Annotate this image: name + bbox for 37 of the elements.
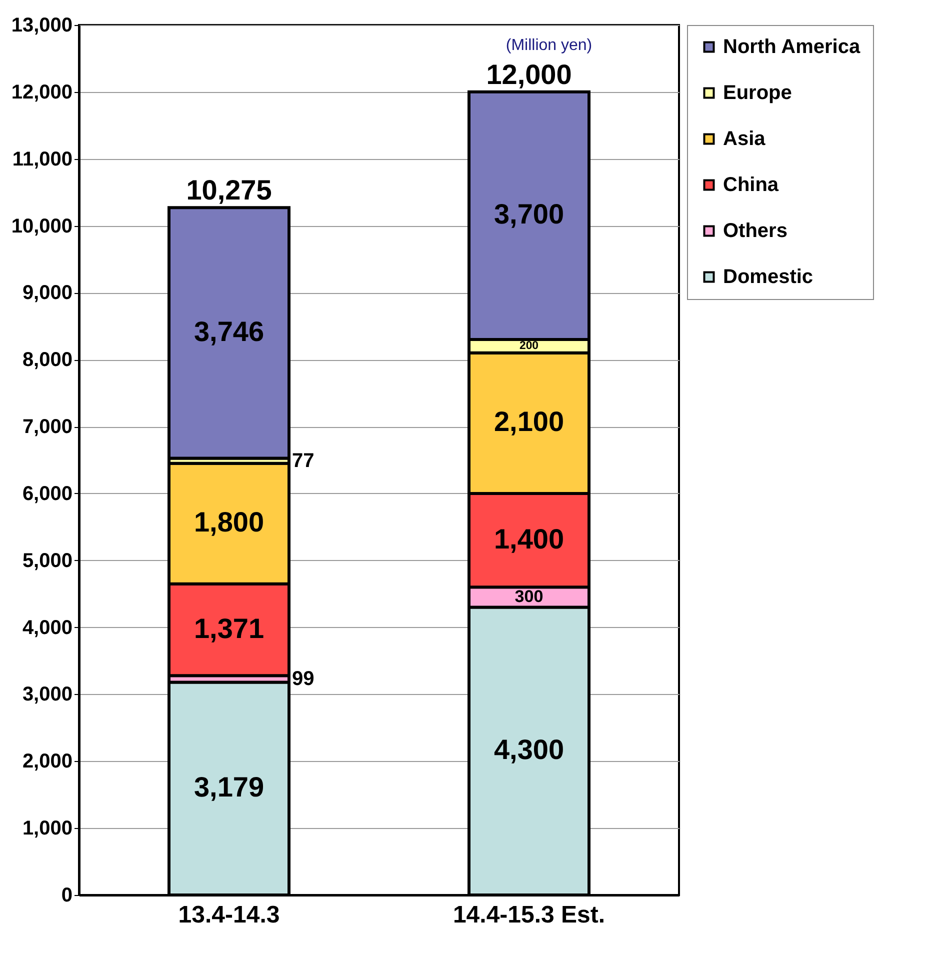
y-tick-label: 12,000: [11, 81, 72, 104]
y-tick-label: 9,000: [22, 282, 72, 304]
data-label: 77: [292, 450, 314, 472]
total-label: 12,000: [486, 58, 572, 90]
data-label: 3,179: [194, 772, 264, 803]
y-tick-label: 8,000: [22, 349, 72, 372]
data-label: 3,700: [494, 198, 564, 230]
y-tick-label: 13,000: [11, 14, 72, 36]
annotation: (Million yen): [506, 37, 592, 54]
y-tick-label: 1,000: [22, 818, 72, 840]
y-tick-label: 2,000: [22, 750, 72, 773]
y-tick-label: 11,000: [12, 148, 72, 170]
data-label: 2,100: [494, 406, 564, 438]
legend-label: Asia: [723, 128, 766, 150]
legend-label: Others: [723, 220, 788, 242]
legend-label: North America: [723, 36, 861, 58]
y-tick-label: 3,000: [22, 684, 72, 706]
data-label: 1,400: [494, 523, 564, 554]
data-label: 3,746: [194, 316, 264, 347]
y-tick-label: 7,000: [22, 416, 72, 438]
legend-label: China: [723, 174, 780, 196]
total-label: 10,275: [186, 174, 272, 206]
y-tick-label: 4,000: [22, 616, 72, 639]
data-label: 300: [514, 587, 544, 606]
y-tick-label: 0: [61, 884, 72, 906]
x-tick-label: 13.4-14.3: [178, 902, 280, 928]
data-label: 200: [520, 340, 538, 352]
x-tick-label: 14.4-15.3 Est.: [452, 902, 606, 928]
data-label: 1,800: [194, 506, 264, 538]
y-tick-label: 5,000: [22, 550, 72, 572]
y-tick-label: 6,000: [22, 482, 72, 505]
y-tick-label: 10,000: [11, 215, 72, 238]
data-label: 4,300: [494, 734, 564, 766]
data-label: 99: [292, 668, 314, 690]
data-label: 1,371: [194, 612, 264, 644]
legend-label: Europe: [723, 82, 792, 104]
legend-label: Domestic: [723, 266, 814, 288]
